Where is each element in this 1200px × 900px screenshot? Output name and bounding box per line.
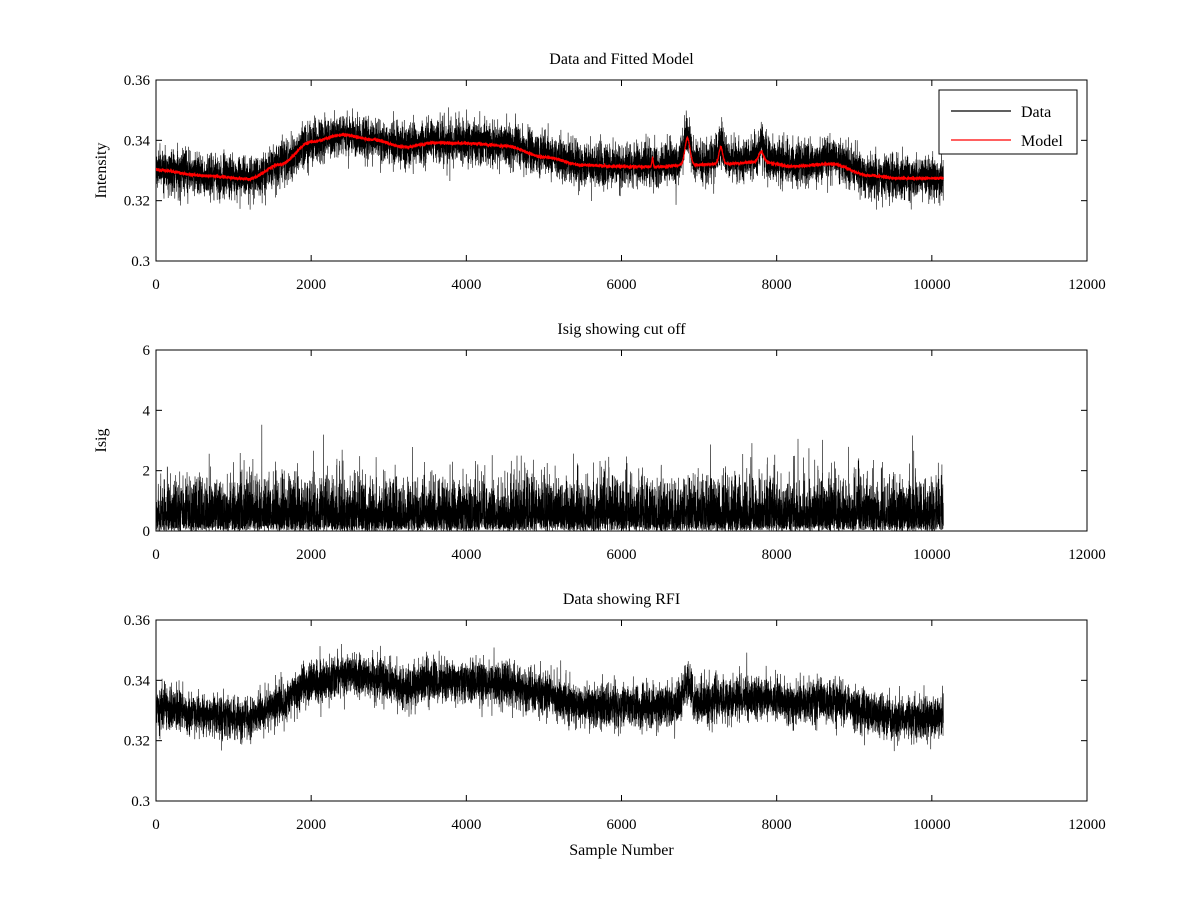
x-tick-label: 4000 — [451, 817, 481, 833]
x-tick-label: 6000 — [607, 277, 637, 293]
x-tick-label: 0 — [152, 547, 160, 563]
y-axis-label: Intensity — [93, 143, 110, 199]
legend: Data Model — [938, 89, 1078, 155]
y-tick-label: 0.36 — [124, 73, 151, 89]
chart-panel-3: 0 2000 4000 6000 8000 10000 12000 0.3 0.32 0.34 0.… — [124, 591, 1106, 859]
x-tick-label: 12000 — [1068, 277, 1106, 293]
y-tick-label: 4 — [143, 403, 151, 419]
series-line-data — [156, 107, 944, 210]
series-line-isig — [156, 424, 944, 531]
chart-title: Data and Fitted Model — [549, 51, 694, 68]
series-line-data — [156, 643, 944, 752]
chart-panel-2: 0 2000 4000 6000 8000 10000 12000 0 2 4 6 Isig show… — [93, 321, 1106, 563]
x-tick-label: 0 — [152, 817, 160, 833]
x-tick-label: 6000 — [607, 817, 637, 833]
x-tick-label: 12000 — [1068, 547, 1106, 563]
x-tick-label: 8000 — [762, 277, 792, 293]
series-line-model — [156, 132, 944, 182]
x-tick-label: 2000 — [296, 547, 326, 563]
x-axis-label: Sample Number — [569, 842, 674, 859]
chart-panel-1: 0 2000 4000 6000 8000 10000 12000 0.3 0.32 0.34 0.… — [93, 51, 1106, 293]
x-tick-label: 8000 — [762, 547, 792, 563]
y-tick-label: 0.34 — [124, 673, 151, 689]
chart-title: Data showing RFI — [563, 591, 680, 608]
x-tick-label: 2000 — [296, 817, 326, 833]
y-tick-label: 0.3 — [131, 794, 150, 810]
y-axis-label: Isig — [93, 429, 110, 453]
x-tick-label: 2000 — [296, 277, 326, 293]
chart-title: Isig showing cut off — [557, 321, 686, 338]
x-tick-label: 8000 — [762, 817, 792, 833]
y-tick-label: 0.3 — [131, 254, 150, 270]
x-tick-label: 10000 — [913, 547, 951, 563]
y-tick-label: 0.34 — [124, 133, 151, 149]
x-tick-label: 10000 — [913, 277, 951, 293]
x-tick-label: 4000 — [451, 547, 481, 563]
x-tick-label: 10000 — [913, 817, 951, 833]
y-tick-label: 0.32 — [124, 734, 150, 750]
legend-label-model: Model — [1021, 133, 1063, 150]
x-tick-label: 4000 — [451, 277, 481, 293]
x-tick-label: 6000 — [607, 547, 637, 563]
legend-box — [938, 89, 1078, 155]
y-tick-label: 0 — [143, 524, 151, 540]
y-tick-label: 0.36 — [124, 613, 151, 629]
y-tick-label: 2 — [143, 464, 151, 480]
x-tick-label: 12000 — [1068, 817, 1106, 833]
y-tick-label: 6 — [143, 343, 151, 359]
legend-label-data: Data — [1021, 104, 1051, 121]
y-tick-label: 0.32 — [124, 194, 150, 210]
x-tick-label: 0 — [152, 277, 160, 293]
